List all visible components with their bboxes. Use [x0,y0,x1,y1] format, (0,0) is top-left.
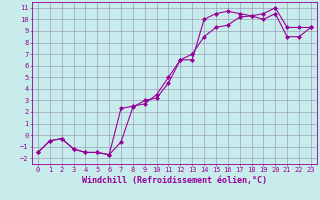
X-axis label: Windchill (Refroidissement éolien,°C): Windchill (Refroidissement éolien,°C) [82,176,267,185]
